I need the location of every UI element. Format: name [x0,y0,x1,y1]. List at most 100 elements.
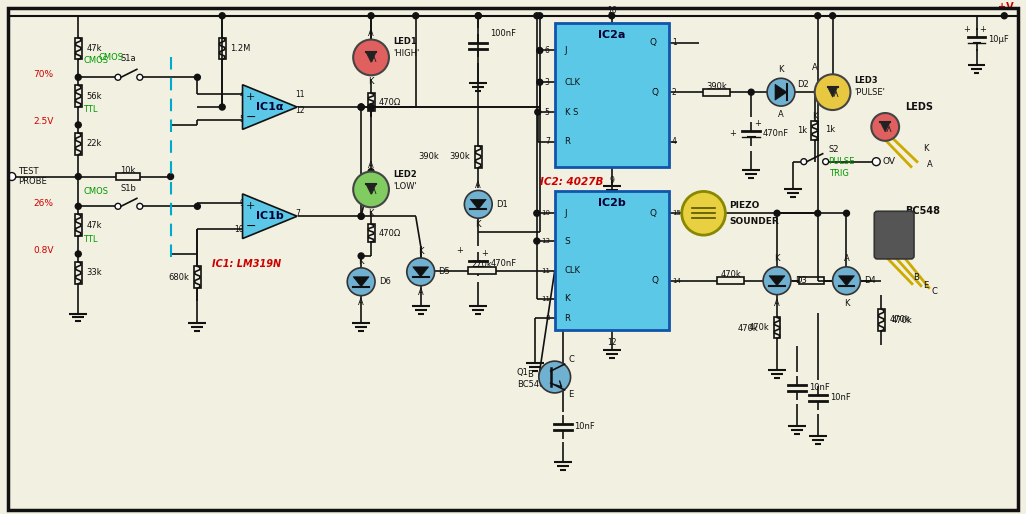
Text: Q̄: Q̄ [652,88,659,97]
Text: K: K [923,144,929,153]
Circle shape [608,13,615,19]
Text: 390k: 390k [418,152,438,161]
Circle shape [774,210,780,216]
Circle shape [832,267,861,295]
Circle shape [815,210,821,216]
Text: 33k: 33k [86,268,102,278]
Text: 390k: 390k [449,152,470,161]
Text: CLK: CLK [564,78,581,87]
Circle shape [194,204,200,209]
Text: K: K [368,77,373,86]
Text: TTL: TTL [83,235,97,244]
Text: LED2: LED2 [393,170,417,179]
Circle shape [872,158,880,166]
Text: 270k: 270k [472,261,492,269]
Polygon shape [366,185,377,194]
Bar [75,85,82,107]
Text: K: K [418,247,424,256]
Text: 15: 15 [672,210,680,216]
Text: 11: 11 [295,89,305,99]
Text: 10nF: 10nF [575,422,595,431]
Circle shape [358,104,364,110]
Text: 26%: 26% [34,199,53,208]
Text: K: K [368,209,373,218]
Circle shape [136,204,143,209]
Circle shape [75,122,81,128]
Circle shape [537,13,543,19]
Circle shape [75,204,81,209]
Text: CMOS: CMOS [98,53,123,62]
Circle shape [748,89,754,95]
Circle shape [8,173,15,180]
Text: S: S [564,236,570,246]
Text: 'PULSE': 'PULSE' [855,88,885,97]
Circle shape [823,159,829,164]
Polygon shape [242,194,298,238]
Text: 10nF: 10nF [830,393,851,402]
Polygon shape [828,87,837,97]
Text: 470k: 470k [720,270,741,279]
Circle shape [353,40,389,76]
Circle shape [136,75,143,80]
Text: A: A [358,298,364,307]
Circle shape [871,113,899,141]
Text: 13: 13 [541,238,550,244]
Text: 10: 10 [234,225,244,234]
Text: 6: 6 [545,46,550,55]
Circle shape [347,268,376,296]
Circle shape [534,210,540,216]
Text: TTL: TTL [83,105,97,114]
Bar [75,38,82,60]
Text: Q̄: Q̄ [652,276,659,285]
Bar [116,173,140,180]
Polygon shape [412,267,429,277]
Text: 12: 12 [295,105,305,115]
Bar [555,191,669,331]
Text: SOUNDER: SOUNDER [729,217,779,226]
Circle shape [353,172,389,207]
Circle shape [1001,13,1008,19]
Circle shape [368,13,374,19]
Text: 8: 8 [545,316,550,321]
Text: 16: 16 [607,6,617,15]
Text: λ: λ [371,187,377,196]
Text: Q: Q [649,38,657,47]
Text: +: + [246,92,255,102]
Text: 4: 4 [672,137,677,146]
Bar [75,133,82,155]
Text: 7: 7 [545,137,550,146]
Text: 9: 9 [239,199,244,208]
Text: BC548: BC548 [517,380,545,390]
Text: +: + [980,25,986,33]
Text: 47k: 47k [86,44,102,53]
Circle shape [763,267,791,295]
Text: TRIG: TRIG [829,169,849,178]
Text: 56k: 56k [86,91,102,101]
Text: 470k: 470k [892,316,912,325]
Text: +: + [481,249,488,258]
Circle shape [358,253,364,259]
Circle shape [194,75,200,80]
Circle shape [358,213,364,219]
Circle shape [537,79,543,85]
Text: R: R [564,314,570,323]
Text: LED1: LED1 [393,37,417,46]
Text: 470Ω: 470Ω [379,98,401,106]
Text: λ: λ [371,54,377,64]
Text: D6: D6 [379,277,391,286]
Text: 1k: 1k [825,125,835,134]
Circle shape [115,204,121,209]
Text: 470nF: 470nF [763,130,789,138]
Text: LEDS: LEDS [905,102,933,112]
Text: +: + [457,247,464,255]
Text: 470nF: 470nF [490,260,516,268]
Circle shape [535,109,541,115]
Circle shape [767,78,795,106]
Text: TEST
PROBE: TEST PROBE [17,167,46,186]
Text: 470k: 470k [748,323,770,333]
Text: B: B [527,370,532,378]
Text: 100nF: 100nF [490,29,516,38]
Circle shape [220,13,225,19]
Circle shape [358,104,364,110]
Bar [367,93,374,111]
